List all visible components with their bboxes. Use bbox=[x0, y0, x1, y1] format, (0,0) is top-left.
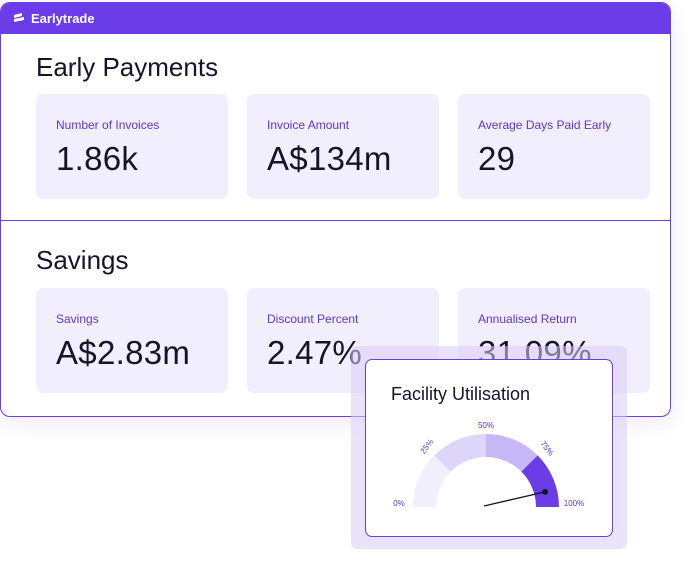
card-value: A$2.83m bbox=[56, 334, 191, 371]
brand-name: Earlytrade bbox=[31, 11, 95, 26]
early-payments-section: Early Payments Number of Invoices 1.86k … bbox=[1, 34, 670, 221]
facility-utilisation-card: Facility Utilisation 0% 25% 50% 75% 100% bbox=[365, 359, 613, 537]
gauge-segment-2 bbox=[434, 434, 486, 472]
card-label: Discount Percent bbox=[267, 312, 359, 326]
gauge-tick-50: 50% bbox=[478, 421, 494, 430]
gauge-needle bbox=[483, 491, 546, 507]
invoice-amount-card: Invoice Amount A$134m bbox=[247, 94, 439, 199]
card-label: Number of Invoices bbox=[56, 118, 160, 132]
card-value: 29 bbox=[478, 140, 516, 177]
card-value: 2.47% bbox=[267, 334, 363, 371]
card-value: A$134m bbox=[267, 140, 392, 177]
gauge-segment-4 bbox=[521, 455, 559, 507]
gauge-tick-0: 0% bbox=[393, 499, 405, 508]
earlytrade-logo-icon bbox=[14, 13, 24, 22]
average-days-paid-early-card: Average Days Paid Early 29 bbox=[458, 94, 650, 199]
early-payments-title: Early Payments bbox=[36, 52, 219, 82]
savings-title: Savings bbox=[36, 245, 129, 275]
gauge-segment-1 bbox=[413, 455, 451, 507]
dashboard-window: Earlytrade Early Payments Number of Invo… bbox=[0, 2, 671, 417]
card-label: Average Days Paid Early bbox=[478, 118, 612, 132]
utilisation-gauge: 0% 25% 50% 75% 100% bbox=[393, 421, 584, 508]
card-label: Annualised Return bbox=[478, 312, 577, 326]
card-label: Invoice Amount bbox=[267, 118, 350, 132]
gauge-tick-100: 100% bbox=[564, 499, 584, 508]
discount-percent-card: Discount Percent 2.47% bbox=[247, 288, 439, 393]
gauge-needle-hub bbox=[542, 488, 549, 495]
gauge-segment-3 bbox=[486, 434, 538, 472]
facility-utilisation-title: Facility Utilisation bbox=[391, 384, 531, 404]
gauge-tick-75: 75% bbox=[538, 439, 555, 457]
gauge-tick-25: 25% bbox=[419, 437, 436, 455]
card-label: Savings bbox=[56, 312, 99, 326]
card-value: 1.86k bbox=[56, 140, 139, 177]
app-header: Earlytrade bbox=[1, 3, 670, 34]
savings-card: Savings A$2.83m bbox=[36, 288, 228, 393]
number-of-invoices-card: Number of Invoices 1.86k bbox=[36, 94, 228, 199]
